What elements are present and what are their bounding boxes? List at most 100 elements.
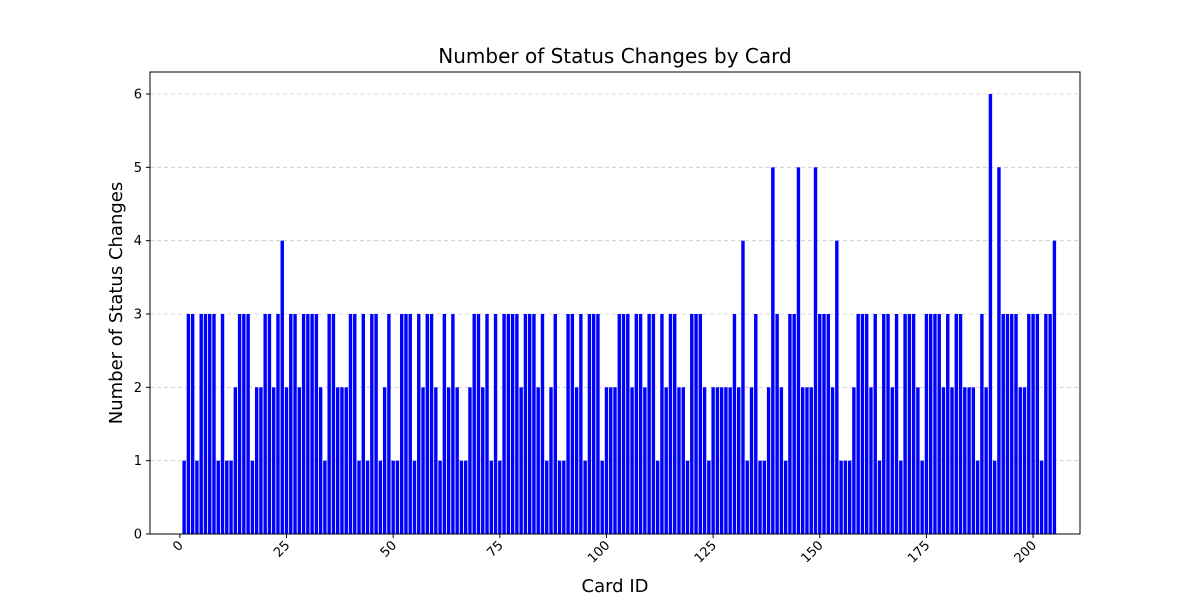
y-tick-label-2: 2: [134, 381, 142, 396]
bar-card-179: [941, 387, 946, 534]
bar-card-150: [818, 314, 822, 534]
bar-card-115: [668, 314, 673, 534]
bar-card-4: [195, 460, 199, 534]
bar-card-9: [216, 460, 220, 534]
bar-card-119: [685, 460, 690, 534]
bar-card-103: [617, 314, 621, 534]
bar-card-85: [540, 314, 545, 534]
bar-card-130: [732, 314, 737, 534]
bar-card-162: [869, 387, 873, 534]
bar-card-105: [626, 314, 630, 534]
bar-card-27: [293, 314, 297, 534]
bar-card-156: [843, 460, 848, 534]
bar-card-194: [1005, 314, 1010, 534]
bar-card-97: [591, 314, 596, 534]
bar-card-70: [476, 314, 481, 534]
bar-card-76: [502, 314, 506, 534]
bar-card-100: [604, 387, 609, 534]
bar-card-131: [737, 387, 741, 534]
bar-card-43: [361, 314, 366, 534]
bar-card-141: [779, 387, 784, 534]
bar-card-185: [967, 387, 971, 534]
bar-card-30: [306, 314, 310, 534]
x-axis-label: Card ID: [582, 576, 649, 597]
y-axis-ticks: 0 1 2 3 4 5 6: [134, 88, 150, 543]
bar-card-74: [493, 314, 498, 534]
bar-card-126: [715, 387, 720, 534]
bar-card-170: [903, 314, 907, 534]
bar-card-24: [280, 240, 284, 534]
bar-card-83: [532, 314, 536, 534]
bar-card-165: [882, 314, 886, 534]
y-axis-label: Number of Status Changes: [106, 182, 127, 424]
y-tick-label-6: 6: [134, 88, 142, 103]
bar-card-33: [318, 387, 323, 534]
bar-card-110: [647, 314, 651, 534]
bar-card-32: [314, 314, 319, 534]
bar-card-68: [468, 387, 472, 534]
bar-card-153: [830, 387, 835, 534]
bar-card-75: [498, 460, 502, 534]
bar-card-82: [527, 314, 532, 534]
bar-card-71: [481, 387, 485, 534]
bar-card-129: [728, 387, 732, 534]
bar-card-171: [907, 314, 912, 534]
bar-card-138: [766, 387, 771, 534]
x-tick-label-75: 75: [484, 538, 506, 560]
bar-card-128: [724, 387, 728, 534]
bar-card-101: [609, 387, 613, 534]
bar-card-118: [681, 387, 685, 534]
bar-card-195: [1010, 314, 1014, 534]
bar-card-23: [276, 314, 280, 534]
bar-card-11: [225, 460, 229, 534]
bar-card-37: [336, 387, 340, 534]
bar-card-204: [1048, 314, 1052, 534]
bar-card-3: [190, 314, 195, 534]
bar-card-181: [950, 387, 954, 534]
bar-card-166: [886, 314, 890, 534]
bar-card-57: [421, 387, 425, 534]
bar-card-174: [920, 460, 924, 534]
bar-card-39: [344, 387, 348, 534]
bar-card-17: [250, 460, 255, 534]
bar-card-94: [579, 314, 583, 534]
bar-card-200: [1031, 314, 1035, 534]
bar-card-134: [749, 387, 754, 534]
bar-card-167: [890, 387, 894, 534]
bar-card-161: [864, 314, 869, 534]
bar-card-6: [203, 314, 208, 534]
bar-card-187: [975, 460, 980, 534]
bar-card-120: [690, 314, 694, 534]
bar-card-146: [801, 387, 805, 534]
bar-card-80: [519, 387, 523, 534]
bar-card-7: [208, 314, 212, 534]
x-axis-ticks: 0 25 50 75 100 125 150 175 200: [170, 534, 1040, 566]
bar-card-78: [510, 314, 515, 534]
bar-card-127: [719, 387, 724, 534]
bar-card-10: [220, 314, 225, 534]
bar-card-19: [259, 387, 263, 534]
bar-card-14: [237, 314, 242, 534]
bar-card-111: [651, 314, 656, 534]
bar-card-201: [1035, 314, 1040, 534]
bar-card-198: [1022, 387, 1027, 534]
y-tick-label-3: 3: [134, 308, 142, 323]
bar-card-64: [451, 314, 455, 534]
bar-card-5: [199, 314, 203, 534]
bar-card-89: [557, 460, 562, 534]
bar-card-147: [805, 387, 809, 534]
bar-card-184: [963, 387, 967, 534]
x-tick-label-25: 25: [271, 538, 293, 560]
bar-card-203: [1044, 314, 1048, 534]
bar-card-148: [809, 387, 813, 534]
bar-card-112: [655, 460, 660, 534]
bar-card-157: [847, 460, 852, 534]
bar-card-140: [775, 314, 779, 534]
bar-card-163: [873, 314, 877, 534]
bar-card-63: [446, 387, 451, 534]
bar-card-59: [429, 314, 434, 534]
bar-card-121: [694, 314, 698, 534]
bar-card-107: [634, 314, 639, 534]
bar-card-51: [395, 460, 400, 534]
bar-card-81: [523, 314, 528, 534]
